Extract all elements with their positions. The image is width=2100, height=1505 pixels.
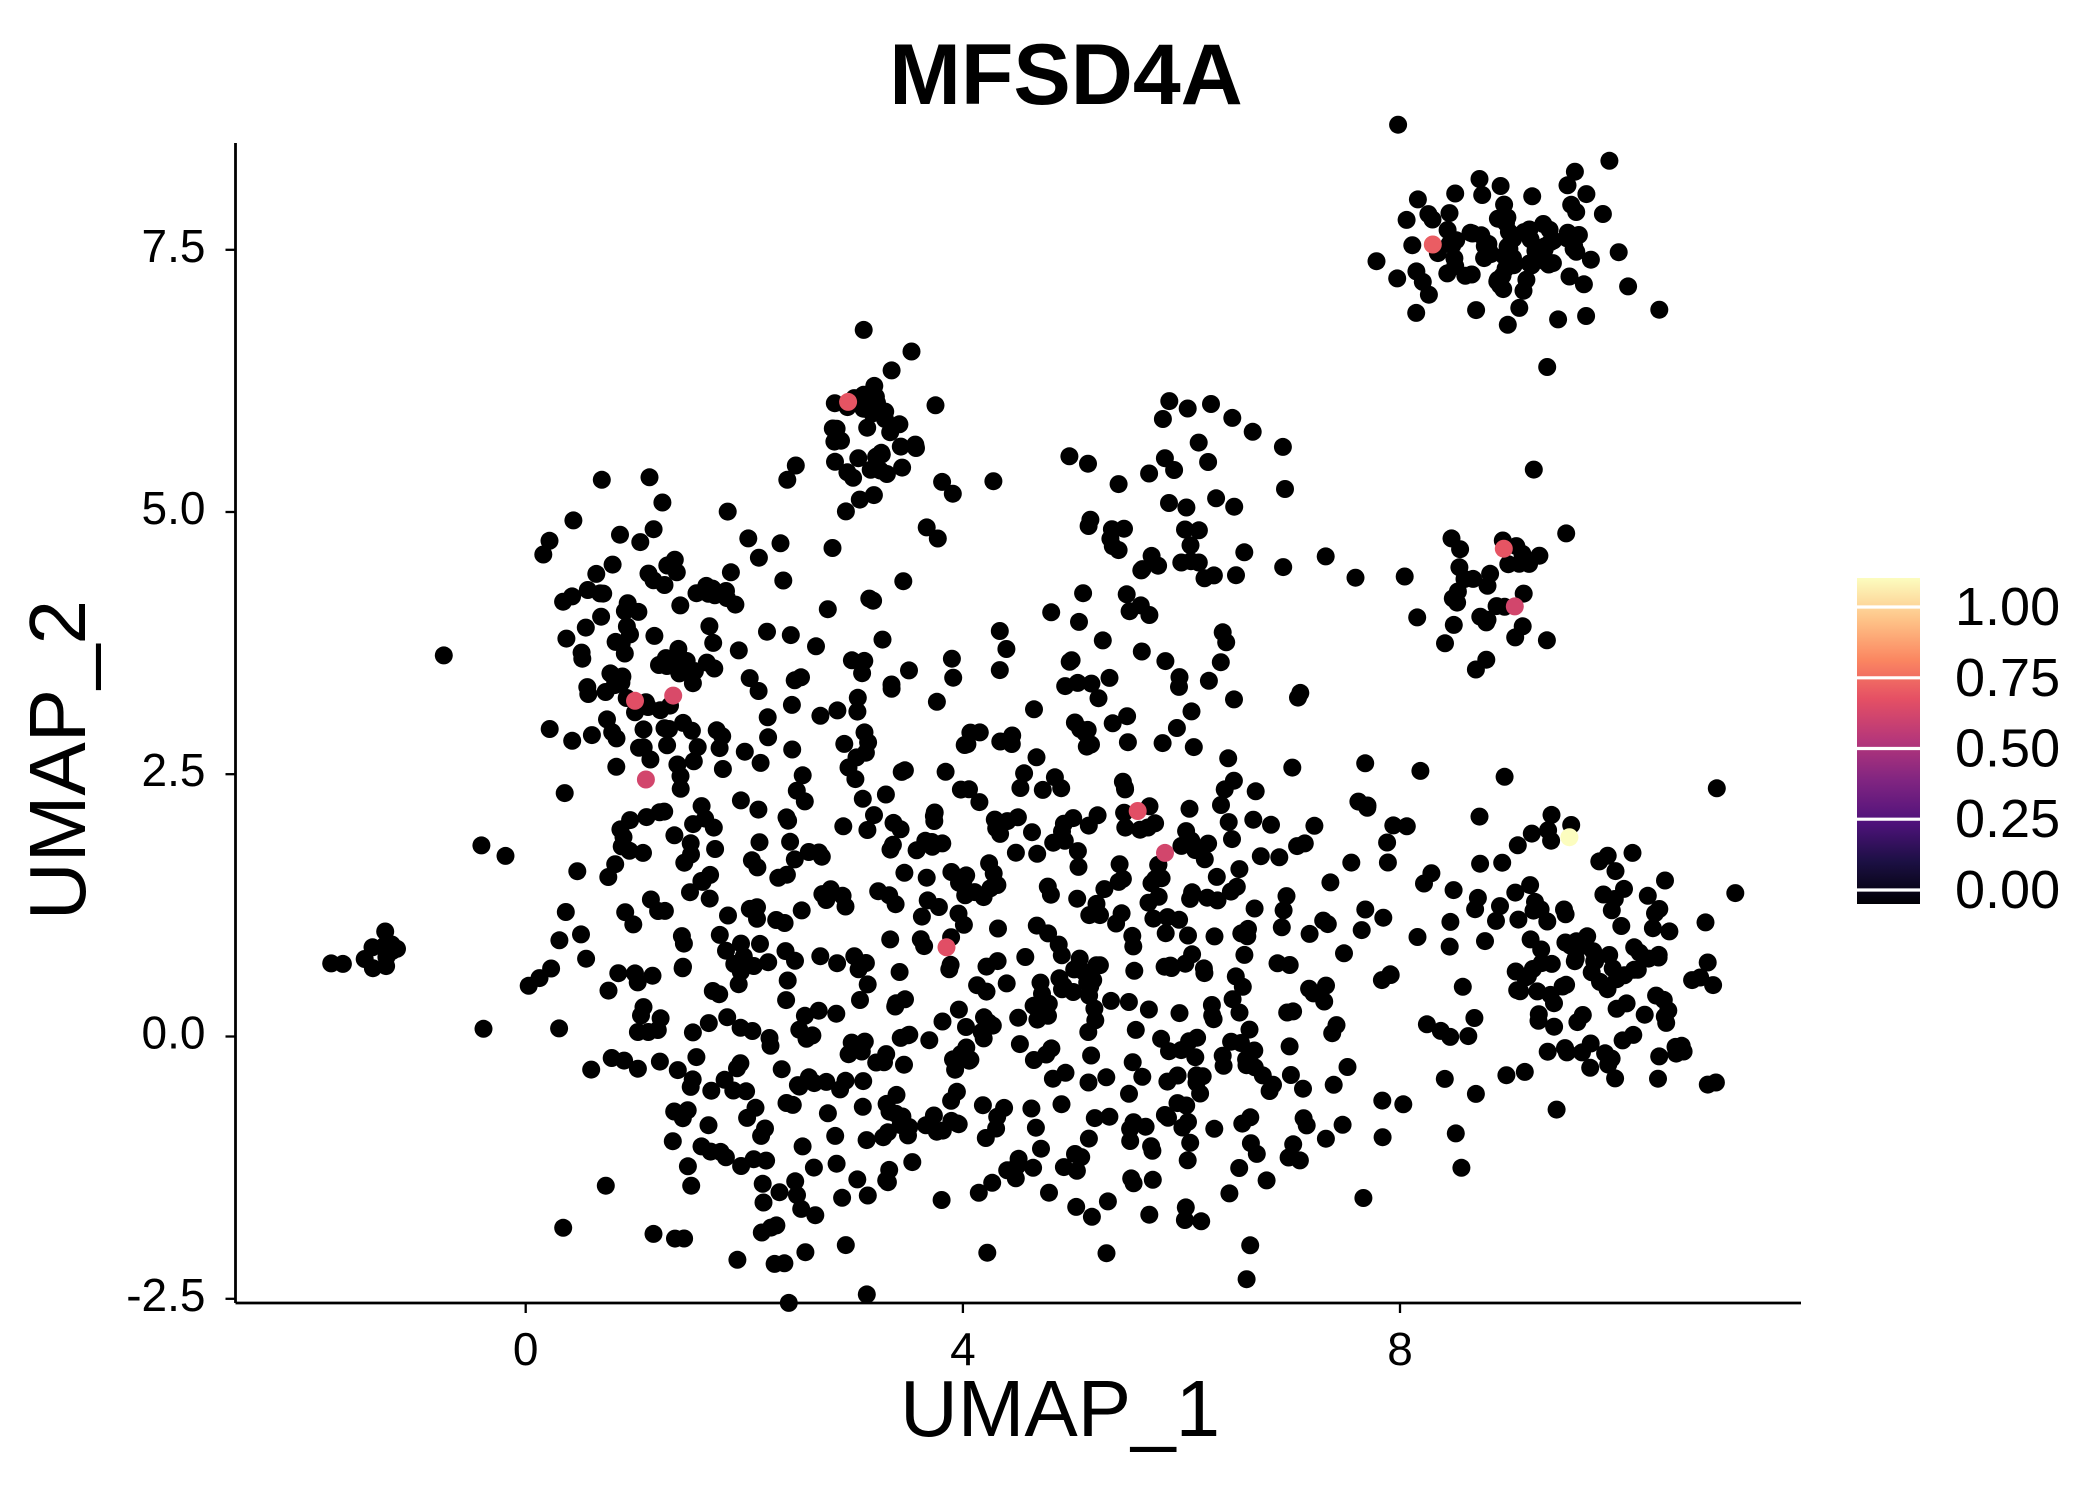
svg-text:5.0: 5.0 — [142, 482, 206, 534]
svg-text:0.50: 0.50 — [1955, 719, 2060, 779]
svg-text:MFSD4A: MFSD4A — [889, 27, 1243, 123]
svg-text:0.00: 0.00 — [1955, 860, 2060, 920]
svg-text:2.5: 2.5 — [142, 744, 206, 796]
svg-text:0.75: 0.75 — [1955, 648, 2060, 708]
svg-text:UMAP_2: UMAP_2 — [13, 600, 102, 920]
svg-text:UMAP_1: UMAP_1 — [900, 1364, 1220, 1453]
svg-text:7.5: 7.5 — [142, 220, 206, 272]
svg-text:0.0: 0.0 — [142, 1007, 206, 1059]
svg-text:0.25: 0.25 — [1955, 789, 2060, 849]
svg-text:1.00: 1.00 — [1955, 577, 2060, 637]
svg-text:-2.5: -2.5 — [126, 1269, 205, 1321]
svg-text:8: 8 — [1387, 1323, 1413, 1375]
svg-text:0: 0 — [513, 1323, 539, 1375]
